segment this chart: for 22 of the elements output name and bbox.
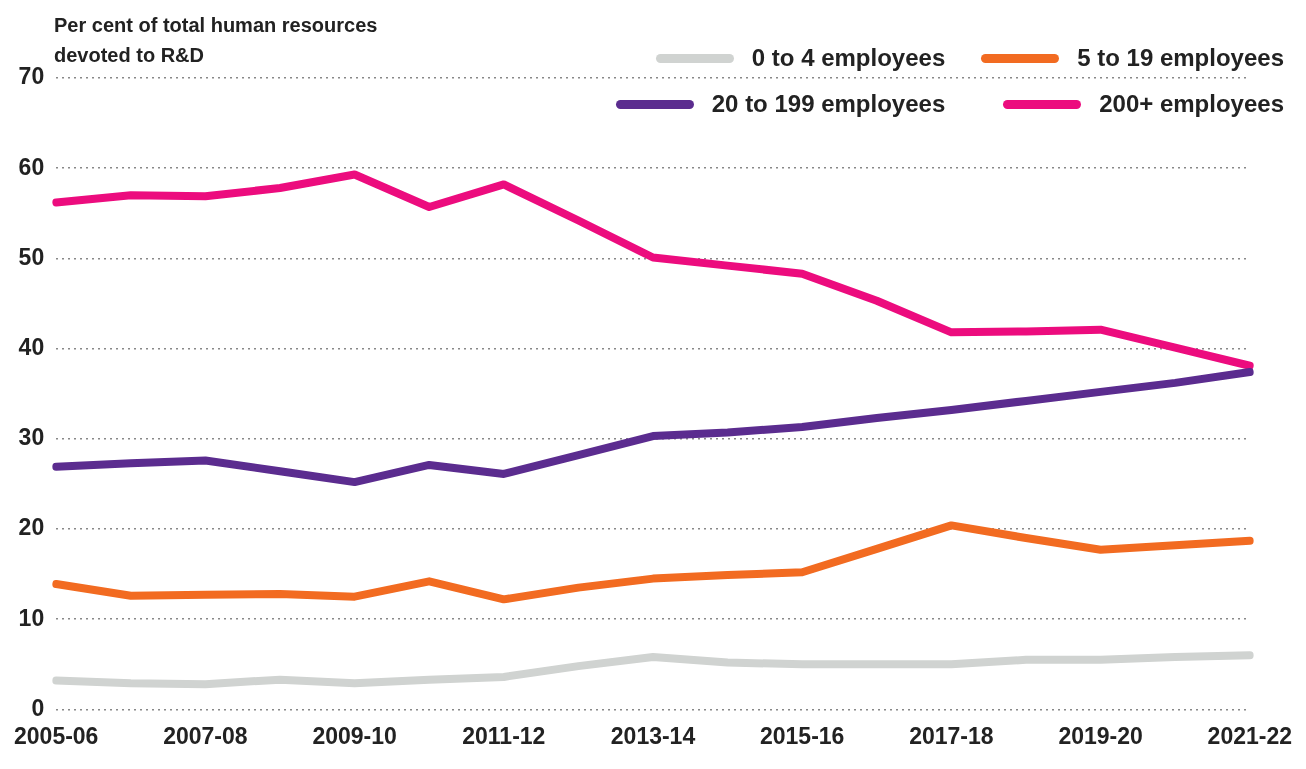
x-tick-label: 2009-10 xyxy=(312,722,397,749)
x-tick-label: 2015-16 xyxy=(759,722,845,749)
x-tick-label: 2011-12 xyxy=(462,722,546,749)
y-tick-label: 0 xyxy=(31,694,45,721)
legend-label: 0 to 4 employees xyxy=(751,44,946,72)
y-axis-title: Per cent of total human resources devoted to R&D xyxy=(54,13,379,68)
y-tick-label: 10 xyxy=(18,604,45,631)
y-tick-label: 50 xyxy=(18,243,45,270)
y-tick-label: 30 xyxy=(18,424,45,451)
y-tick-label: 70 xyxy=(18,63,45,90)
y-tick-label: 20 xyxy=(18,514,45,541)
y-tick-label: 60 xyxy=(18,153,45,180)
x-tick-label: 2005-06 xyxy=(13,722,99,749)
x-tick-label: 2013-14 xyxy=(610,722,696,749)
legend-label: 20 to 199 employees xyxy=(711,90,946,118)
x-tick-label: 2019-20 xyxy=(1058,722,1143,749)
legend-label: 200+ employees xyxy=(1099,90,1284,118)
y-tick-label: 40 xyxy=(18,333,45,360)
legend-label: 5 to 19 employees xyxy=(1077,44,1284,72)
x-tick-label: 2017-18 xyxy=(909,722,994,749)
x-tick-label: 2021-22 xyxy=(1207,722,1293,749)
x-tick-label: 2007-08 xyxy=(163,722,248,749)
